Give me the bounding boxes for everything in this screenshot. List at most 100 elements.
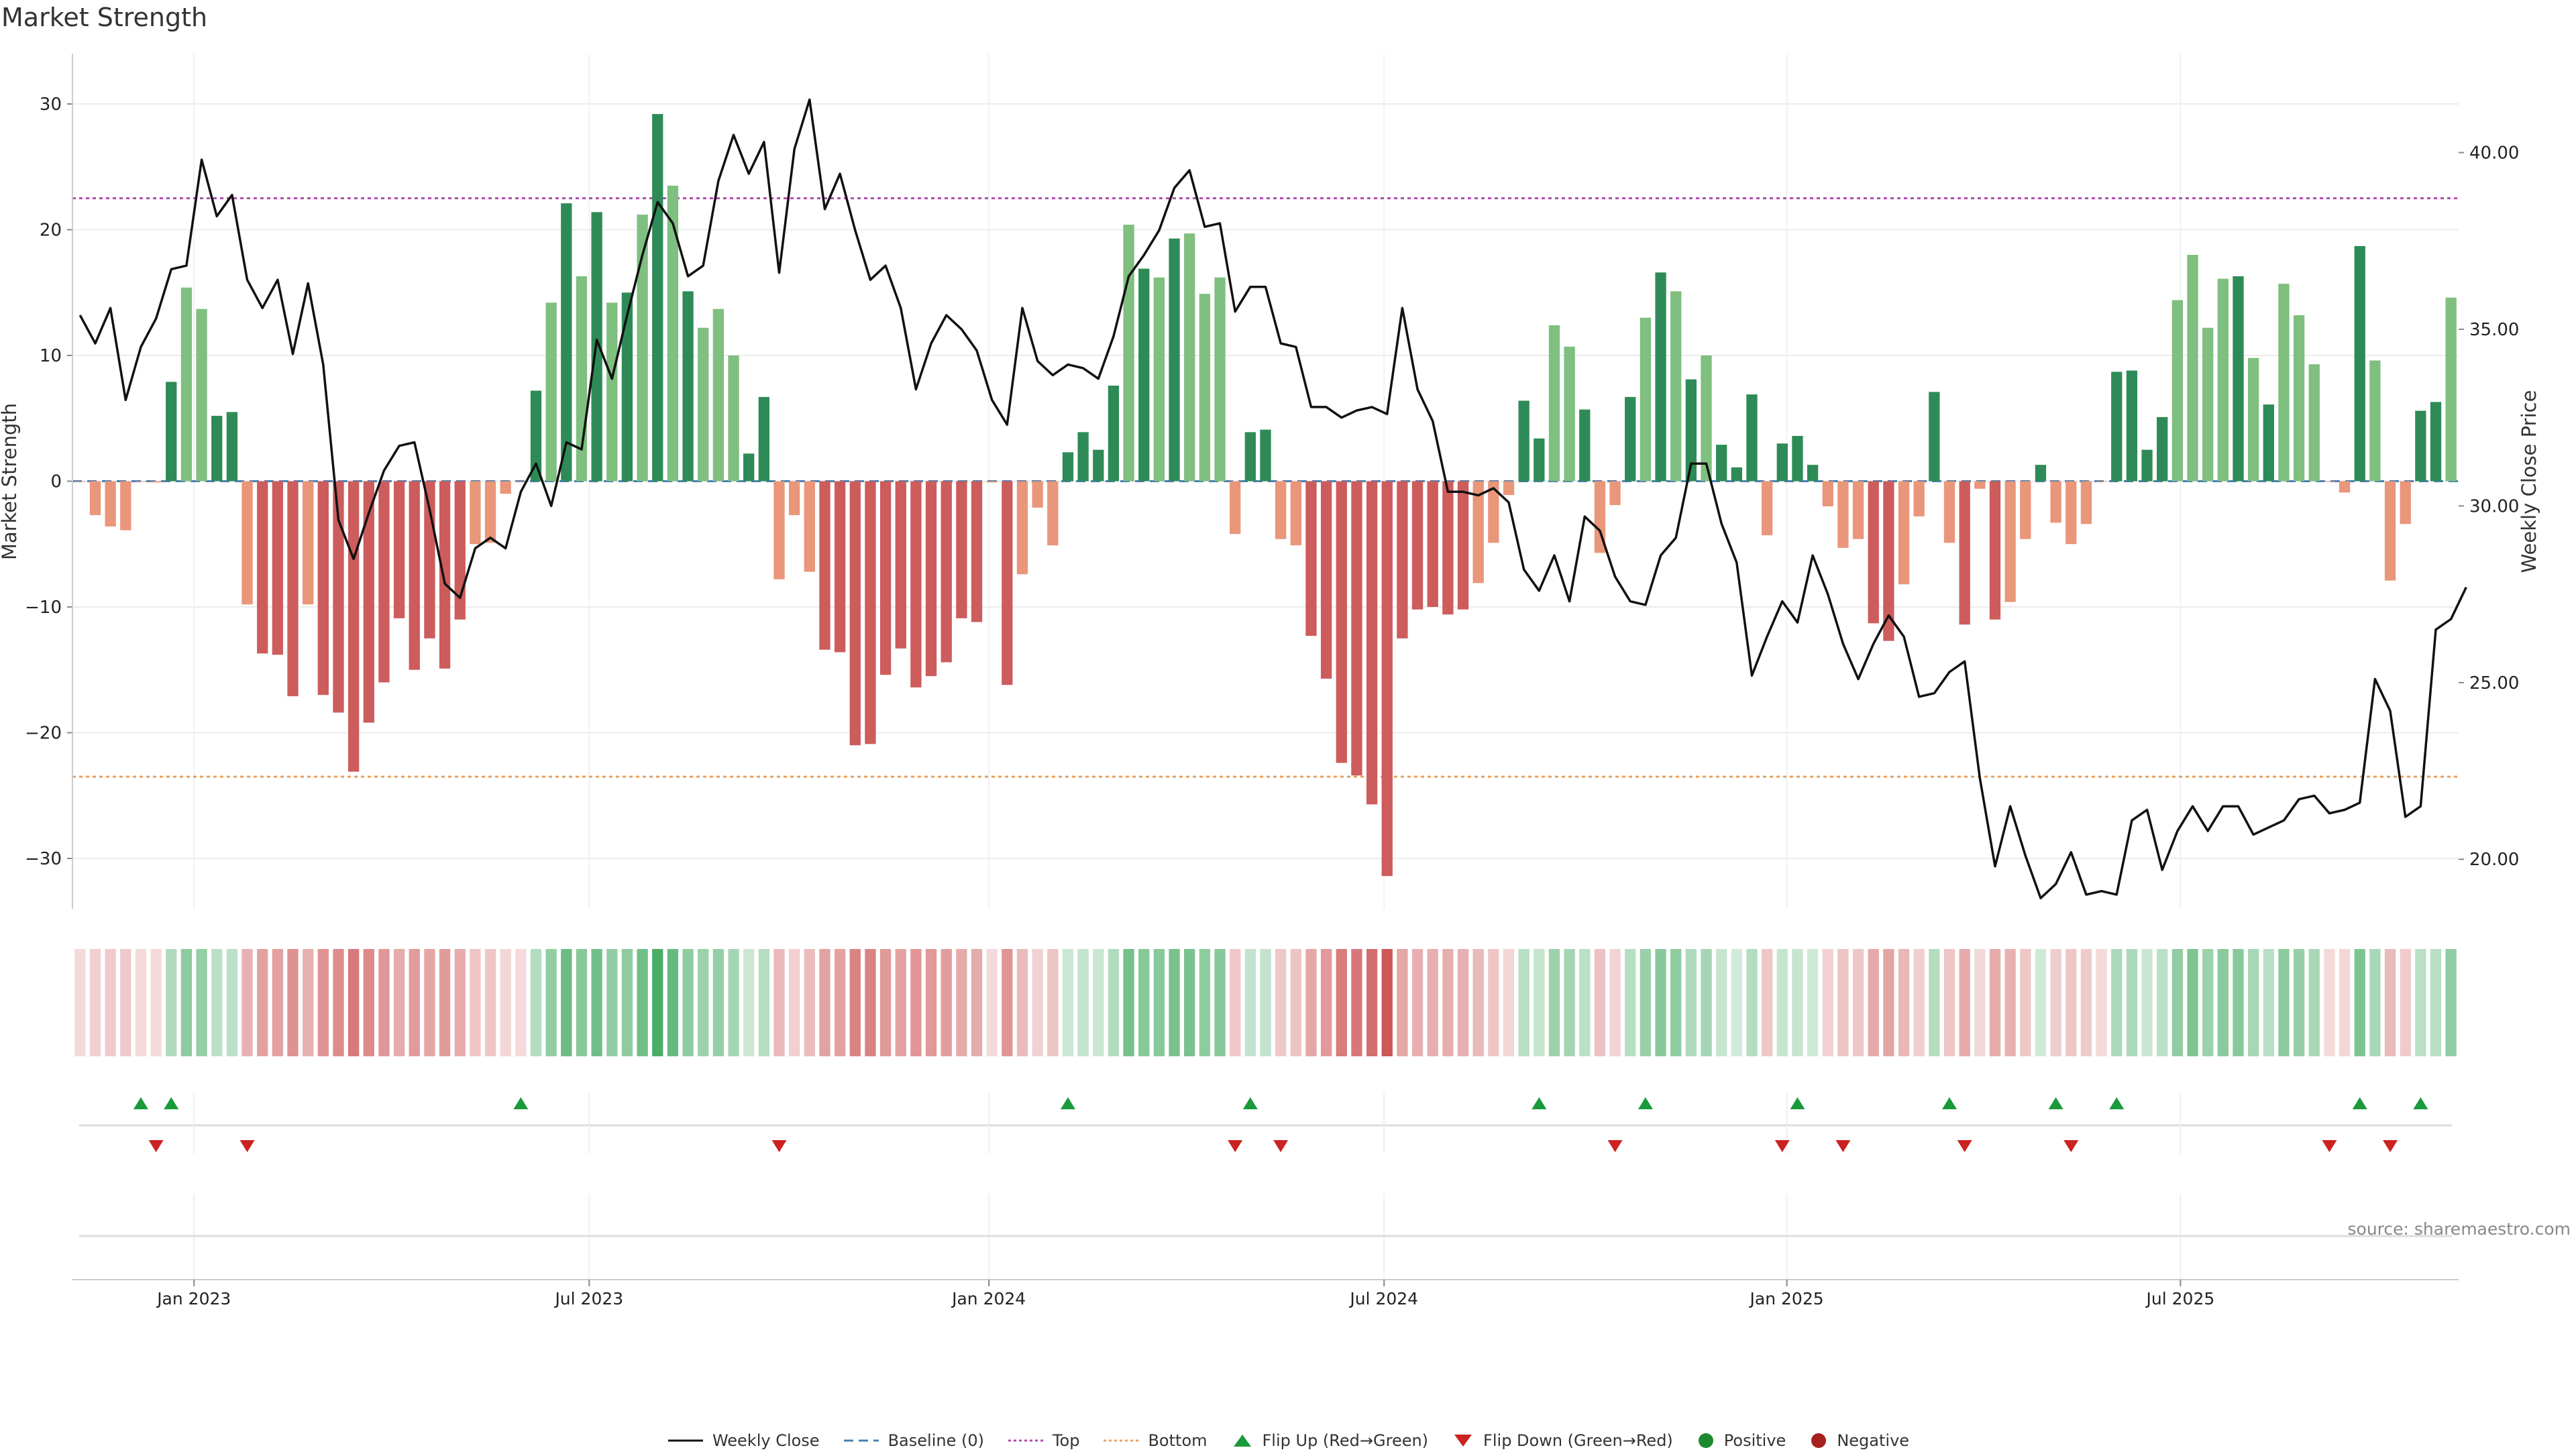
legend-line-icon [667,1439,703,1442]
heat-cell [454,949,466,1056]
heat-cell [74,949,86,1056]
y-tick-label-right: 25.00 [2469,673,2519,693]
strength-bar [1548,325,1560,482]
heat-cell [1761,949,1773,1056]
heat-cell [226,949,238,1056]
flip-up-marker [1638,1097,1653,1109]
heat-cell [712,949,724,1056]
heat-cell [1548,949,1560,1056]
strength-bar [1989,481,2001,620]
strength-bar [743,453,755,482]
strength-bar [819,481,830,650]
heat-cell [652,949,663,1056]
heat-cell [1108,949,1120,1056]
strength-bar [637,215,648,482]
heat-cell [1062,949,1074,1056]
flip-up-marker [1242,1097,1258,1109]
heat-cell [1305,949,1317,1056]
strength-bar [1047,481,1059,546]
strength-bar [409,481,420,670]
heat-cell [211,949,223,1056]
strength-bar [1123,225,1134,482]
heat-cell [971,949,983,1056]
legend-item-flip-down: Flip Down (Green→Red) [1451,1431,1673,1450]
heat-cell [1138,949,1150,1056]
flip-up-marker [1790,1097,1805,1109]
y-axis-right-label: Weekly Close Price [2518,390,2540,573]
legend-label: Negative [1837,1431,1910,1450]
heat-cell [1093,949,1104,1056]
strength-bar [2369,360,2381,482]
flip-down-marker [771,1140,787,1152]
heat-cell [2050,949,2061,1056]
heat-cell [1792,949,1803,1056]
heat-cell [303,949,314,1056]
y-tick-label-right: 30.00 [2469,496,2519,516]
heat-cell [545,949,557,1056]
strength-bar [2050,481,2061,523]
circle-icon [1698,1433,1713,1448]
strength-bar [317,481,329,695]
strength-bar [484,481,496,543]
heat-cell [1077,949,1089,1056]
heat-cell [2065,949,2077,1056]
strength-bar [1138,268,1150,482]
strength-bar [804,481,815,572]
strength-bar [1746,394,1758,482]
strength-bar [303,481,314,605]
flip-up-marker [2048,1097,2063,1109]
strength-bar [1305,481,1317,636]
heat-cell [1701,949,1712,1056]
strength-bar [1411,481,1424,610]
legend-label: Bottom [1148,1431,1208,1450]
strength-bar [2233,276,2244,482]
heat-cell [2247,949,2259,1056]
heat-cell [1488,949,1499,1056]
heat-cell [1852,949,1864,1056]
flip-down-marker [1607,1140,1623,1152]
strength-bar [2080,481,2092,524]
strength-bar [1594,481,1606,553]
heat-cell [1625,949,1636,1056]
heat-cell [317,949,329,1056]
bottom-axis: Jan 2023 Jul 2023 Jan 2024 Jul 2024 Jan 2025… [72,1235,2459,1308]
heat-cell [1472,949,1484,1056]
heat-cell [1351,949,1362,1056]
heat-cell [2171,949,2184,1056]
strength-bar [333,481,344,713]
heat-cell [773,949,785,1056]
strength-bar [879,481,892,675]
flip-up-marker [133,1097,148,1109]
strength-bar [150,481,162,483]
strength-bar [1077,432,1089,482]
y-tick-label-right: 40.00 [2469,144,2519,164]
legend-label: Flip Down (Green→Red) [1483,1431,1673,1450]
flip-up-marker [1060,1097,1075,1109]
heat-cell [925,949,937,1056]
heat-cell [1230,949,1241,1056]
strength-bar [1913,481,1925,516]
strength-bar [2126,370,2138,482]
strength-bar [2400,481,2411,524]
heat-cell [150,949,162,1056]
heat-cell [2202,949,2214,1056]
strength-bar [2430,402,2442,482]
heat-cell [1716,949,1727,1056]
heat-cell [363,949,374,1056]
heat-cell [424,949,435,1056]
flip-up-marker [1942,1097,1957,1109]
strength-bar [925,481,937,677]
heat-cell [2126,949,2138,1056]
strength-bar [1230,481,1241,535]
heat-cell [2020,949,2031,1056]
y-tick-label-left: 10 [40,346,62,366]
strength-bar [2217,278,2229,482]
heat-cell [347,949,360,1056]
strength-bar [1336,481,1347,763]
strength-bar [1670,291,1682,482]
heat-cell [1214,949,1226,1056]
heat-cell [2384,949,2396,1056]
heat-cell [728,949,739,1056]
y-tick-label-left: −10 [25,598,62,618]
axes-layer: 30 20 10 0 −10 −20 −30 40.00 35.00 30.00 25.00 20.0… [25,54,2519,909]
